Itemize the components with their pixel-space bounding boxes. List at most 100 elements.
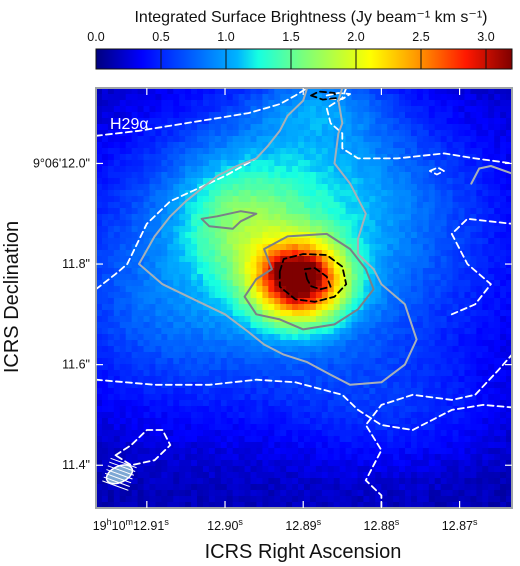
- heatmap-cell: [351, 370, 359, 377]
- heatmap-cell: [351, 496, 359, 503]
- heatmap-cell: [458, 100, 466, 107]
- heatmap-cell: [202, 376, 210, 383]
- heatmap-cell: [315, 466, 323, 473]
- heatmap-cell: [494, 466, 501, 473]
- heatmap-cell: [286, 304, 293, 311]
- heatmap-cell: [387, 184, 394, 191]
- heatmap-cell: [131, 106, 139, 113]
- heatmap-cell: [321, 232, 329, 239]
- heatmap-cell: [167, 232, 174, 239]
- heatmap-cell: [482, 148, 489, 155]
- heatmap-cell: [351, 406, 359, 413]
- heatmap-cell: [327, 226, 335, 233]
- heatmap-cell: [494, 478, 501, 485]
- heatmap-cell: [405, 226, 412, 233]
- heatmap-cell: [405, 280, 412, 287]
- heatmap-cell: [434, 136, 442, 143]
- heatmap-cell: [458, 412, 466, 419]
- heatmap-cell: [161, 292, 168, 299]
- heatmap-cell: [191, 388, 198, 395]
- colorbar-bar: [95, 48, 513, 70]
- heatmap-cell: [197, 484, 204, 491]
- heatmap-cell: [405, 202, 412, 209]
- heatmap-cell: [410, 292, 418, 299]
- heatmap-cell: [488, 250, 495, 257]
- heatmap-cell: [339, 364, 347, 371]
- heatmap-cell: [202, 292, 210, 299]
- heatmap-cell: [482, 472, 489, 479]
- heatmap-cell: [434, 304, 442, 311]
- heatmap-cell: [250, 238, 258, 245]
- heatmap-cell: [244, 358, 252, 365]
- heatmap-cell: [476, 472, 483, 479]
- heatmap-cell: [107, 340, 115, 347]
- heatmap-cell: [262, 268, 269, 275]
- heatmap-cell: [315, 244, 323, 251]
- heatmap-cell: [185, 376, 192, 383]
- heatmap-cell: [440, 124, 448, 131]
- heatmap-cell: [369, 382, 376, 389]
- heatmap-cell: [107, 496, 115, 503]
- heatmap-cell: [292, 274, 299, 281]
- heatmap-cell: [387, 340, 394, 347]
- beam-hatch-line: [110, 457, 137, 469]
- heatmap-cell: [381, 304, 388, 311]
- heatmap-cell: [506, 472, 512, 479]
- heatmap-cell: [387, 88, 394, 95]
- heatmap-cell: [173, 358, 180, 365]
- heatmap-cell: [173, 430, 180, 437]
- heatmap-cell: [131, 280, 139, 287]
- heatmap-cell: [315, 280, 323, 287]
- heatmap-cell: [309, 292, 317, 299]
- heatmap-cell: [292, 304, 299, 311]
- heatmap-cell: [137, 316, 145, 323]
- heatmap-cell: [250, 112, 258, 119]
- heatmap-cell: [202, 352, 210, 359]
- heatmap-cell: [274, 274, 281, 281]
- heatmap-cell: [494, 268, 501, 275]
- heatmap-cell: [101, 166, 109, 173]
- heatmap-cell: [149, 298, 157, 305]
- heatmap-cell: [101, 328, 109, 335]
- heatmap-cell: [238, 388, 246, 395]
- heatmap-cell: [304, 154, 311, 161]
- heatmap-cell: [274, 424, 281, 431]
- heatmap-cell: [304, 190, 311, 197]
- heatmap-cell: [137, 136, 145, 143]
- heatmap-cell: [351, 304, 359, 311]
- heatmap-cell: [274, 298, 281, 305]
- colorbar: 0.0 0.5 1.0 1.5 2.0 2.5 3.0: [87, 30, 513, 70]
- heatmap-cell: [315, 460, 323, 467]
- heatmap-cell: [422, 310, 430, 317]
- heatmap-cell: [416, 124, 424, 131]
- heatmap-cell: [238, 130, 246, 137]
- heatmap-cell: [173, 262, 180, 269]
- heatmap-cell: [131, 406, 139, 413]
- heatmap-cell: [357, 472, 365, 479]
- heatmap-cell: [452, 328, 460, 335]
- heatmap-cell: [506, 172, 512, 179]
- heatmap-cell: [416, 94, 424, 101]
- heatmap-cell: [321, 298, 329, 305]
- heatmap-cell: [309, 442, 317, 449]
- heatmap-cell: [226, 304, 234, 311]
- heatmap-cell: [292, 118, 299, 125]
- heatmap-cell: [179, 334, 186, 341]
- heatmap-cell: [387, 442, 394, 449]
- heatmap-cell: [399, 124, 406, 131]
- heatmap-cell: [232, 244, 240, 251]
- heatmap-cell: [238, 286, 246, 293]
- heatmap-cell: [488, 328, 495, 335]
- heatmap-cell: [315, 166, 323, 173]
- heatmap-cell: [149, 94, 157, 101]
- heatmap-cell: [506, 388, 512, 395]
- heatmap-cell: [167, 130, 174, 137]
- heatmap-cell: [101, 172, 109, 179]
- heatmap-cell: [363, 340, 370, 347]
- heatmap-cell: [208, 370, 216, 377]
- heatmap-cell: [464, 202, 471, 209]
- heatmap-cell: [185, 304, 192, 311]
- heatmap-cell: [137, 88, 145, 95]
- heatmap-cell: [393, 262, 400, 269]
- heatmap-cell: [286, 394, 293, 401]
